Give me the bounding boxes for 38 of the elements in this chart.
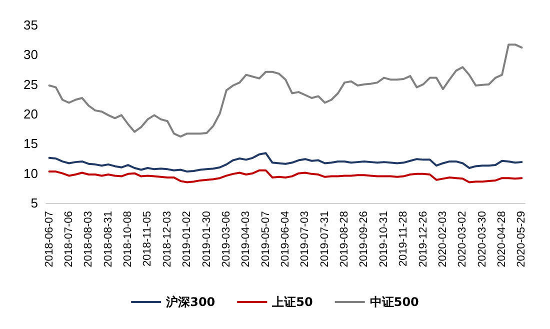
y-tick-label: 35: [24, 18, 38, 32]
y-tick-label: 10: [24, 166, 38, 181]
x-tick-label: 2019-03-06: [220, 211, 232, 268]
legend-label: 上证50: [271, 295, 313, 309]
line-series: [48, 152, 523, 173]
x-tick-label: 2020-02-03: [436, 211, 449, 268]
legend-label: 沪深300: [165, 295, 216, 309]
x-tick-label: 2019-07-31: [318, 211, 331, 268]
x-tick-label: 2020-05-29: [516, 211, 528, 268]
x-tick-label: 2019-04-03: [240, 211, 252, 268]
x-tick-label: 2019-08-28: [338, 211, 351, 268]
y-tick-label: 25: [24, 76, 38, 92]
x-tick-label: 2018-06-07: [43, 211, 56, 268]
x-tick-label: 2019-05-07: [260, 211, 272, 268]
y-tick-label: 20: [24, 106, 38, 122]
x-tick-label: 2019-01-02: [181, 211, 194, 268]
y-tick-label: 5: [30, 196, 38, 210]
x-tick-label: 2019-06-04: [280, 211, 292, 268]
legend-label: 中证500: [370, 295, 419, 309]
line-series: [48, 44, 523, 138]
line-series: [48, 169, 523, 184]
x-tick-label: 2019-01-30: [200, 211, 213, 268]
x-tick-label: 2019-10-31: [378, 211, 390, 268]
x-tick-label: 2019-11-28: [398, 211, 410, 266]
x-tick-label: 2018-12-03: [161, 211, 174, 268]
x-tick-label: 2018-08-31: [102, 211, 114, 268]
x-tick-label: 2018-07-06: [62, 211, 75, 268]
x-tick-label: 2020-03-02: [456, 211, 469, 268]
x-tick-label: 2019-07-03: [299, 211, 312, 268]
y-tick-label: 15: [24, 136, 38, 152]
x-tick-label: 2020-04-28: [496, 211, 508, 268]
x-tick-label: 2018-08-03: [82, 211, 95, 268]
x-tick-label: 2019-12-26: [417, 211, 430, 268]
y-tick-label: 30: [24, 47, 38, 62]
x-tick-label: 2018-11-05: [142, 211, 154, 266]
x-tick-label: 2018-10-08: [122, 211, 134, 268]
x-tick-label: 2019-09-26: [358, 211, 370, 268]
x-tick-label: 2020-03-30: [476, 211, 488, 268]
